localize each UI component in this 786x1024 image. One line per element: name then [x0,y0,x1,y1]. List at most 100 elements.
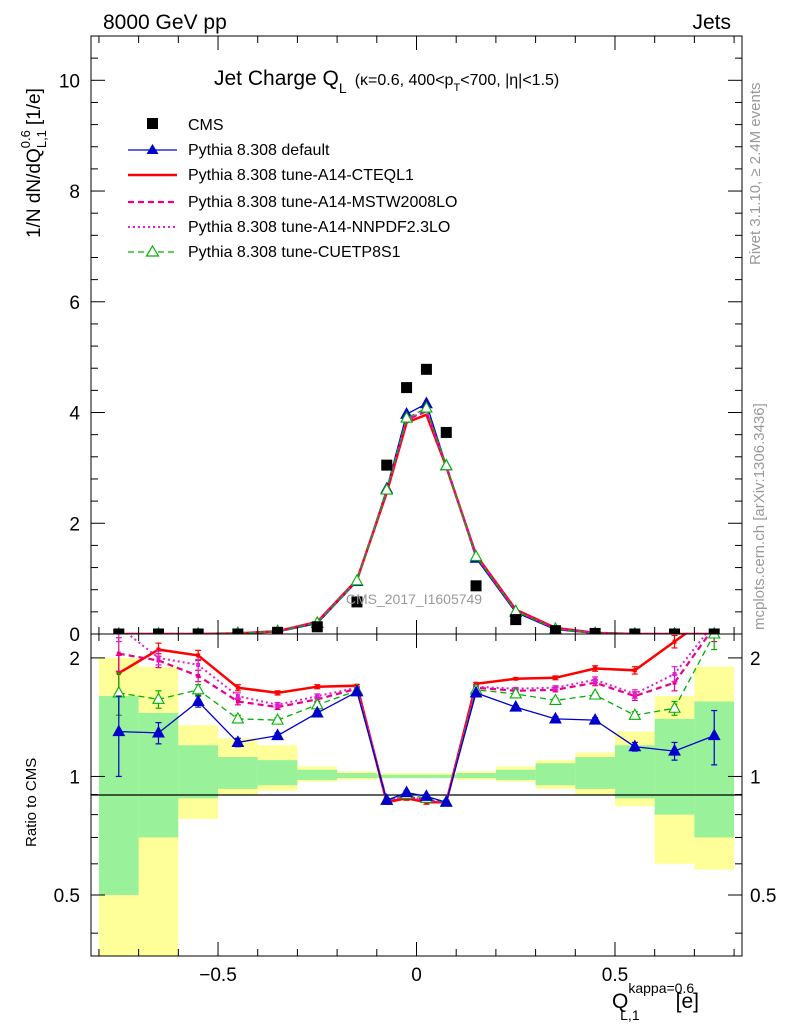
legend-label-cteql1: Pythia 8.308 tune-A14-CTEQL1 [188,167,414,184]
ratio-ytick-label: 2 [69,649,80,670]
ratio-band-stat [456,773,496,779]
cms-data-point [401,382,413,394]
cms-data-point [113,628,125,634]
main-ylabel: 1/N dN/dQ0.6L,1 [1/e] [18,88,49,238]
ratio-marker-pythia-8-308-default [439,795,453,807]
cms-data-point [272,626,284,634]
chart-title: Jet Charge QL (κ=0.6, 400<pT<700, |η|<1.5… [214,67,559,96]
ratio-band-stat [535,763,576,786]
ratio-band-stat [416,774,437,779]
legend: CMS Pythia 8.308 default Pythia 8.308 tu… [128,117,457,261]
legend-label-cuetp8s1: Pythia 8.308 tune-CUETP8S1 [188,244,401,261]
cms-data-point [440,426,452,438]
main-marker-pythia-8-308-tune-cuetp8s1 [439,458,453,471]
cms-data-point [470,580,482,592]
ratio-point-pythia-8-308-tune-a14-mstw2008lo [196,673,201,678]
main-ylabel-sup: 0.6 [18,130,33,148]
main-ytick-label: 0 [69,625,80,646]
ratio-marker-pythia-8-308-default [419,789,433,801]
ratio-series-pythia-8-308-tune-cuetp8s1 [118,634,715,803]
legend-marker-default [146,144,159,154]
main-panel: 0 2 4 6 8 10 CMS_2017_I1605749 Jet Charge QL (… [18,35,743,646]
ratio-band-stat [257,760,298,786]
ratio-ticks: 0.5 0.5 1 1 2 2 −0.5 0 0.5 [54,634,776,986]
ratio-marker-pythia-8-308-tune-cuetp8s1 [707,634,721,639]
ratio-marker-pythia-8-308-tune-cuetp8s1 [509,686,523,699]
ratio-band-stat [614,745,655,799]
ratio-marker-pythia-8-308-default [549,711,562,724]
ratio-marker-pythia-8-308-default [380,793,394,805]
ratio-band-stat [654,718,695,815]
ratio-xtick-label: 0 [411,965,422,986]
ratio-band-stat [436,774,457,779]
ratio-ytick-label: 1 [69,767,80,788]
ratio-marker-pythia-8-308-default [191,694,205,707]
ratio-marker-pythia-8-308-tune-cuetp8s1 [271,712,284,725]
cms-data-point [510,614,522,626]
ratio-marker-pythia-8-308-default [469,685,483,698]
main-series-pythia-8-308-tune-a14-nnpdf2-3lo [118,409,715,634]
ratio-point-pythia-8-308-tune-a14-cteql1 [593,666,598,671]
ratio-marker-pythia-8-308-default [112,724,126,737]
ratio-point-pythia-8-308-tune-a14-nnpdf2-3lo [632,691,637,696]
main-ytick-label: 2 [69,514,80,535]
ratio-ytick-label: 0.5 [54,886,80,907]
title-cuts-sub: T [453,82,460,94]
cms-data-point [589,627,601,634]
watermark: CMS_2017_I1605749 [346,591,482,607]
ratio-marker-pythia-8-308-default [628,739,642,752]
ratio-point-pythia-8-308-tune-a14-nnpdf2-3lo [315,694,320,699]
cms-data-point [420,363,432,375]
xlabel-text: Q [612,990,628,1013]
ratio-ytick-label-right: 0.5 [750,886,776,907]
ratio-point-pythia-8-308-tune-a14-mstw2008lo [116,651,121,656]
cms-data-point [549,625,561,634]
xlabel-sub: L,1 [620,1007,640,1023]
xlabel-unit: [e] [676,990,699,1013]
main-marker-pythia-8-308-tune-cuetp8s1 [350,573,364,586]
ratio-point-pythia-8-308-tune-a14-nnpdf2-3lo [156,655,161,660]
ratio-point-pythia-8-308-tune-a14-cteql1 [632,668,637,673]
category-label: Jets [692,11,731,34]
cms-data-point [311,621,323,633]
main-marker-pythia-8-308-tune-cuetp8s1 [380,482,394,495]
ratio-marker-pythia-8-308-default [152,725,165,738]
main-ytick-label: 8 [69,182,80,203]
ratio-point-pythia-8-308-tune-a14-nnpdf2-3lo [275,702,280,707]
ratio-point-pythia-8-308-tune-a14-nnpdf2-3lo [712,621,716,625]
cms-data-point [152,628,164,634]
ratio-marker-pythia-8-308-default [588,712,602,725]
ratio-marker-pythia-8-308-tune-cuetp8s1 [191,682,205,695]
legend-marker-cms [147,118,158,129]
ratio-series-pythia-8-308-tune-a14-nnpdf2-3lo [126,634,708,804]
ratio-point-pythia-8-308-tune-a14-cteql1 [235,685,240,690]
main-ytick-label: 4 [69,404,80,425]
main-ylabel-text: 1/N dN/dQ [24,148,45,238]
cms-data-point [629,628,641,634]
ratio-point-pythia-8-308-tune-a14-nnpdf2-3lo [672,672,677,677]
main-ytick-label: 10 [59,71,80,92]
ratio-plot-area [91,621,742,956]
ratio-ylabel: Ratio to CMS [23,758,40,847]
cms-data-point [232,628,244,634]
ratio-marker-pythia-8-308-tune-cuetp8s1 [549,693,562,705]
ratio-point-pythia-8-308-tune-a14-cteql1 [315,684,320,689]
main-marker-pythia-8-308-tune-cuetp8s1 [469,549,483,562]
ratio-panel: 0.5 0.5 1 1 2 2 −0.5 0 0.5 Ratio to CMS Qkappa=0… [23,621,776,1023]
legend-label-nnpdf: Pythia 8.308 tune-A14-NNPDF2.3LO [188,219,450,236]
title-cuts-pre: (κ=0.6, 400<p [355,72,454,89]
ratio-point-pythia-8-308-tune-a14-nnpdf2-3lo [553,685,558,690]
ratio-point-pythia-8-308-tune-a14-mstw2008lo [672,680,677,685]
main-ylabel-unit: [1/e] [24,88,45,125]
ratio-marker-pythia-8-308-tune-cuetp8s1 [152,692,165,704]
ratio-series-pythia-8-308-default [118,690,715,804]
cms-data-point [708,628,720,634]
ratio-marker-pythia-8-308-default [509,699,523,712]
ratio-marker-pythia-8-308-tune-cuetp8s1 [231,711,245,724]
ratio-point-pythia-8-308-tune-a14-cteql1 [513,676,518,681]
ratio-point-pythia-8-308-tune-a14-nnpdf2-3lo [196,662,201,667]
ratio-xtick-label: −0.5 [199,965,237,986]
ratio-ytick-label-right: 1 [750,767,761,788]
ratio-band-stat [178,745,219,799]
main-ytick-label: 6 [69,293,80,314]
